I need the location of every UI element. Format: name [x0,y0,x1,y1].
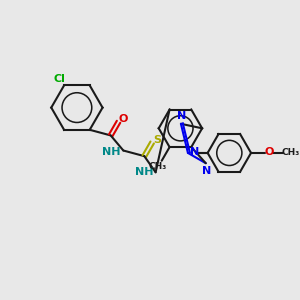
Text: N: N [177,111,187,121]
Text: NH: NH [134,167,153,177]
Text: CH₃: CH₃ [281,148,300,158]
Text: O: O [264,147,274,157]
Text: N: N [190,147,200,157]
Text: N: N [202,166,212,176]
Text: O: O [119,114,128,124]
Text: S: S [153,134,161,145]
Text: Cl: Cl [53,74,65,83]
Text: NH: NH [102,148,121,158]
Text: CH₃: CH₃ [148,162,167,171]
